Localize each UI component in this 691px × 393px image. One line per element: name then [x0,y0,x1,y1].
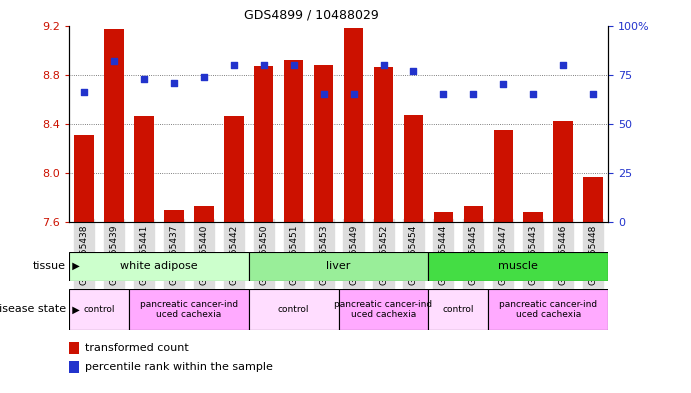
Bar [553,121,573,393]
Bar [339,289,428,330]
Point [79,89,90,95]
Point [198,73,209,80]
Point [258,62,269,68]
Bar [428,289,489,330]
Text: white adipose: white adipose [120,261,198,271]
Point [138,75,149,82]
Text: pancreatic cancer-ind
uced cachexia: pancreatic cancer-ind uced cachexia [499,300,597,319]
Bar [284,60,303,393]
Text: ▶: ▶ [66,261,79,271]
Bar [583,176,603,393]
Point [468,91,479,97]
Bar [194,206,214,393]
Bar [249,289,339,330]
Text: ▶: ▶ [66,305,79,314]
Point [438,91,449,97]
Text: muscle: muscle [498,261,538,271]
Text: transformed count: transformed count [85,343,189,353]
Bar [69,361,79,373]
Bar [224,116,243,393]
Point [228,62,239,68]
Point [318,91,329,97]
Point [558,62,569,68]
Text: control: control [278,305,310,314]
Text: disease state: disease state [0,305,66,314]
Bar [75,135,94,393]
Point [169,79,180,86]
Point [108,58,120,64]
Bar [524,212,543,393]
Text: tissue: tissue [32,261,66,271]
Bar [69,289,129,330]
Text: control: control [84,305,115,314]
Bar [104,29,124,393]
Bar [404,115,423,393]
Point [587,91,598,97]
Bar [489,289,608,330]
Bar [129,289,249,330]
Point [408,68,419,74]
Text: GDS4899 / 10488029: GDS4899 / 10488029 [243,9,379,22]
Bar [464,206,483,393]
Bar [69,252,249,281]
Text: pancreatic cancer-ind
uced cachexia: pancreatic cancer-ind uced cachexia [140,300,238,319]
Point [528,91,539,97]
Bar [314,65,333,393]
Text: control: control [443,305,474,314]
Bar [374,67,393,393]
Text: percentile rank within the sample: percentile rank within the sample [85,362,273,372]
Point [348,91,359,97]
Bar [164,210,184,393]
Bar [428,252,608,281]
Text: pancreatic cancer-ind
uced cachexia: pancreatic cancer-ind uced cachexia [334,300,433,319]
Bar [344,28,363,393]
Bar [134,116,153,393]
Point [288,62,299,68]
Text: liver: liver [326,261,351,271]
Bar [493,130,513,393]
Bar [254,66,274,393]
Bar [69,342,79,354]
Point [498,81,509,88]
Point [378,62,389,68]
Bar [434,212,453,393]
Bar [249,252,428,281]
